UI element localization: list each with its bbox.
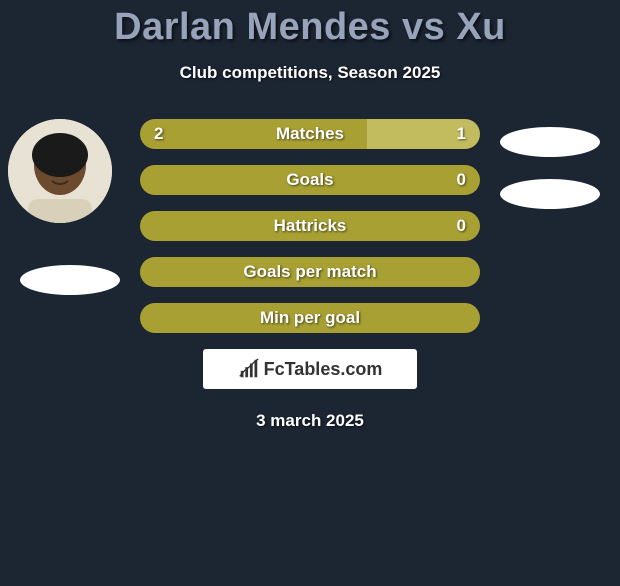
- stat-row: Goals per match: [140, 257, 480, 287]
- stat-value-right: 1: [457, 119, 466, 149]
- player-left-flag: [20, 265, 120, 295]
- branding-badge: FcTables.com: [203, 349, 417, 389]
- stat-label: Matches: [140, 119, 480, 149]
- stat-label: Hattricks: [140, 211, 480, 241]
- stat-value-right: 0: [457, 211, 466, 241]
- stats-bars: Matches21Goals0Hattricks0Goals per match…: [140, 119, 480, 333]
- chart-icon: [238, 358, 260, 380]
- player-right-flag-2: [500, 179, 600, 209]
- stat-row: Goals0: [140, 165, 480, 195]
- comparison-content: Matches21Goals0Hattricks0Goals per match…: [0, 119, 620, 431]
- stat-value-left: 2: [154, 119, 163, 149]
- stat-row: Min per goal: [140, 303, 480, 333]
- subtitle: Club competitions, Season 2025: [0, 63, 620, 83]
- date-label: 3 march 2025: [0, 411, 620, 431]
- stat-label: Min per goal: [140, 303, 480, 333]
- player-left-avatar: [8, 119, 112, 223]
- stat-label: Goals: [140, 165, 480, 195]
- player-right-flag-1: [500, 127, 600, 157]
- stat-row: Hattricks0: [140, 211, 480, 241]
- stat-row: Matches2 1: [140, 119, 480, 149]
- stat-value-right: 0: [457, 165, 466, 195]
- stat-label: Goals per match: [140, 257, 480, 287]
- branding-text: FcTables.com: [264, 359, 383, 380]
- page-title: Darlan Mendes vs Xu: [0, 6, 620, 49]
